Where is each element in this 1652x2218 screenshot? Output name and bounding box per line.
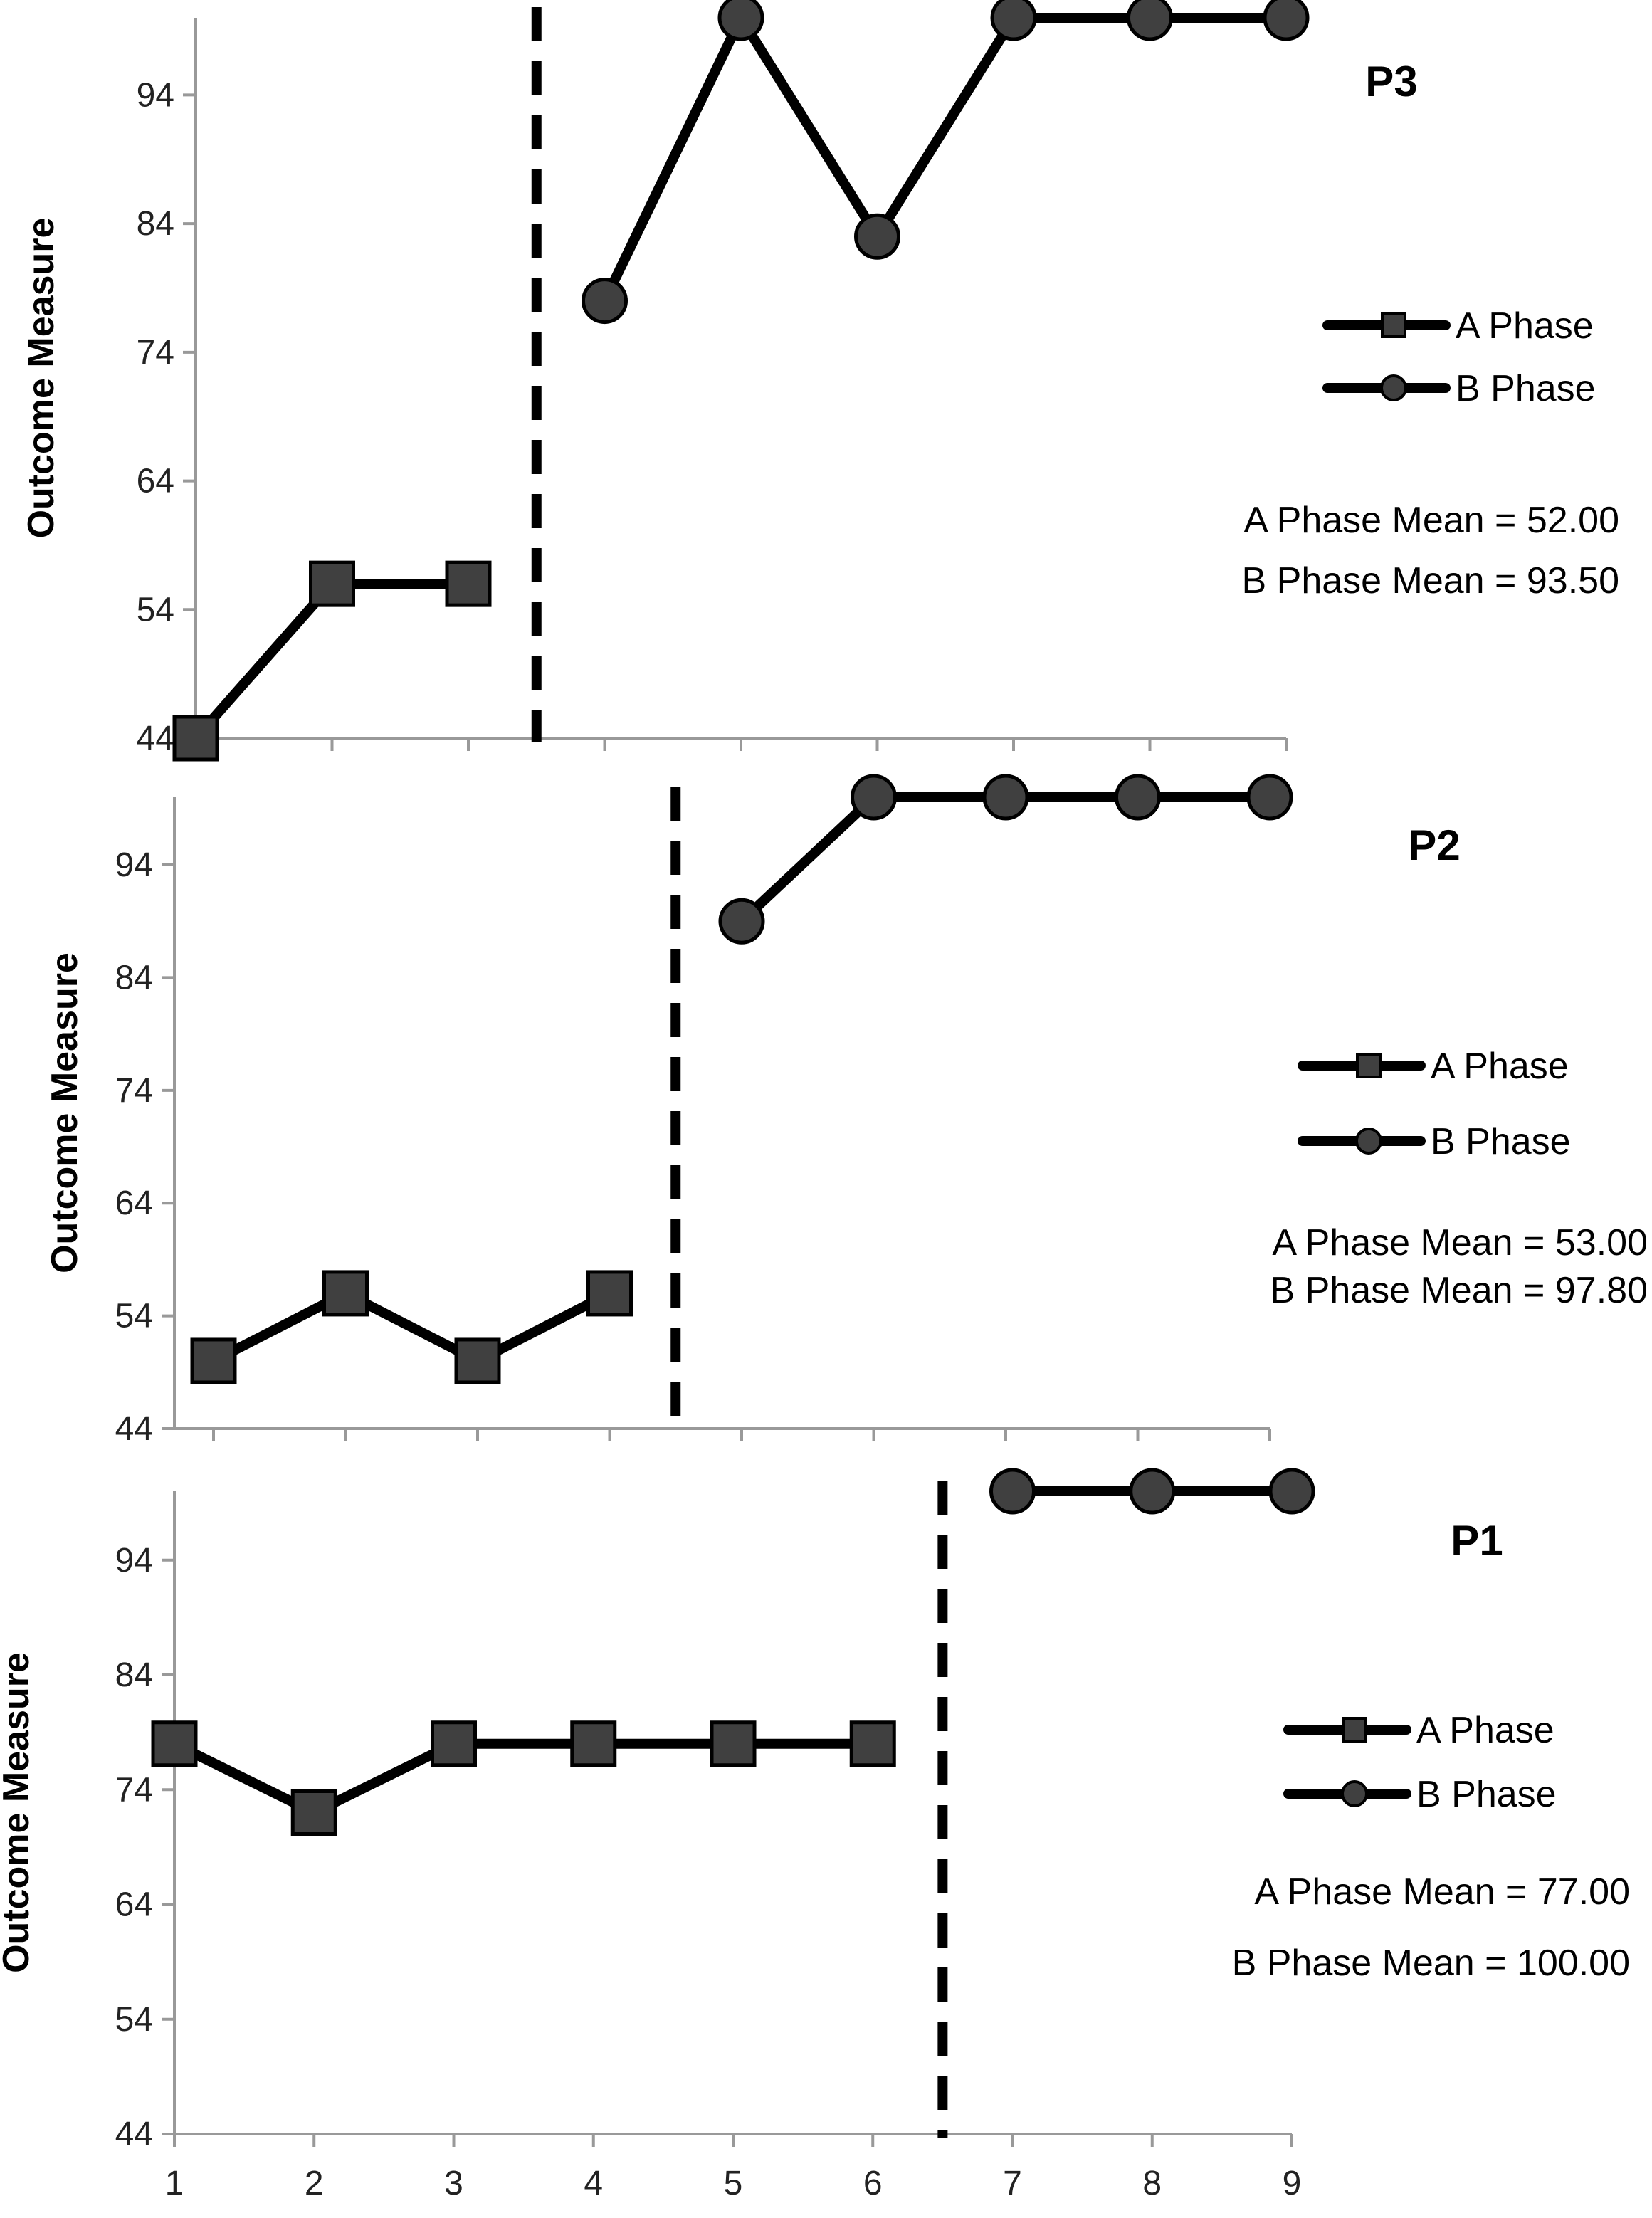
- y-tick-label: 84: [115, 1656, 153, 1694]
- y-tick-label: 84: [137, 205, 174, 243]
- x-tick-label: 3: [444, 2165, 463, 2202]
- data-point-b: [1115, 774, 1161, 821]
- y-tick-label: 44: [137, 720, 174, 757]
- y-tick-label: 74: [115, 1771, 153, 1809]
- panel-p2: 44 54 64 74 84 94 Outcome Measure P2 A Phase B Ph…: [44, 774, 1648, 1448]
- x-tick-label: 4: [584, 2165, 603, 2202]
- legend-square-marker: [1356, 1053, 1382, 1078]
- series-line-b-phase: [600, 13, 1286, 303]
- series-line-a-phase: [172, 1738, 873, 1818]
- x-tick-label: 9: [1283, 2165, 1302, 2202]
- legend-square-marker: [1381, 312, 1406, 338]
- data-point-a: [849, 1720, 896, 1767]
- y-tick-label: 74: [137, 334, 174, 372]
- x-tick-label: 7: [1003, 2165, 1022, 2202]
- data-point-a: [309, 560, 355, 607]
- legend-entry: A Phase: [1283, 1710, 1554, 1751]
- data-point-a: [190, 1337, 237, 1384]
- x-tick-label: 8: [1142, 2165, 1162, 2202]
- legend-circle-marker: [1355, 1128, 1382, 1155]
- data-point-b: [1268, 1468, 1315, 1515]
- y-tick-label: 64: [115, 1886, 153, 1924]
- y-tick-label: 64: [137, 463, 174, 500]
- y-tick-label: 94: [115, 1542, 153, 1580]
- data-point-a: [710, 1720, 757, 1767]
- y-tick-label: 94: [115, 846, 153, 884]
- data-point-a: [431, 1720, 477, 1767]
- legend-label: B Phase: [1431, 1121, 1571, 1162]
- y-tick-label: 84: [115, 959, 153, 997]
- y-tick-label: 44: [115, 1410, 153, 1448]
- series-line-a-phase: [211, 1288, 612, 1366]
- phase-mean-annotation: A Phase Mean = 53.00: [1272, 1222, 1648, 1263]
- data-point-b: [1129, 1468, 1176, 1515]
- y-tick-label: 64: [115, 1184, 153, 1222]
- data-point-b: [989, 1468, 1036, 1515]
- panel-title: P1: [1451, 1517, 1503, 1565]
- data-point-a: [445, 560, 492, 607]
- legend-entry: B Phase: [1298, 1121, 1571, 1162]
- data-point-b: [1246, 774, 1293, 821]
- x-tick-label: 2: [305, 2165, 324, 2202]
- phase-mean-annotation: B Phase Mean = 93.50: [1242, 560, 1620, 601]
- data-point-a: [151, 1720, 198, 1767]
- data-point-b: [982, 774, 1029, 821]
- legend-square-marker: [1342, 1717, 1367, 1743]
- series-line-a-phase: [191, 579, 468, 742]
- legend-entry: A Phase: [1298, 1046, 1569, 1087]
- data-point-b: [718, 898, 765, 945]
- data-point-b: [851, 774, 897, 821]
- phase-mean-annotation: B Phase Mean = 100.00: [1232, 1943, 1630, 1984]
- legend-entry: B Phase: [1283, 1774, 1557, 1815]
- panel-title: P3: [1365, 58, 1417, 105]
- data-point-a: [322, 1270, 369, 1317]
- data-point-a: [454, 1337, 501, 1384]
- x-tick-label: 6: [863, 2165, 883, 2202]
- legend-label: A Phase: [1416, 1710, 1554, 1751]
- y-axis-label: Outcome Measure: [0, 1652, 37, 1973]
- legend-label: B Phase: [1456, 368, 1596, 409]
- data-point-b: [582, 278, 628, 325]
- legend-entry: A Phase: [1322, 305, 1594, 347]
- legend-label: A Phase: [1431, 1046, 1569, 1087]
- legend-circle-marker: [1341, 1780, 1368, 1807]
- data-point-a: [290, 1789, 337, 1836]
- y-tick-label: 54: [115, 1298, 153, 1335]
- legend-label: B Phase: [1416, 1774, 1557, 1815]
- x-tick-label: 1: [165, 2165, 184, 2202]
- data-point-b: [990, 0, 1037, 41]
- panel-p1: 44 54 64 74 84 94 1 2 3 4 5 6 7 8 9 Outcome Measure P1 A …: [0, 1468, 1630, 2202]
- y-tick-label: 54: [137, 591, 174, 629]
- phase-mean-annotation: A Phase Mean = 52.00: [1243, 500, 1619, 541]
- panel-p3: 44 54 64 74 84 94 Outcome Measure P3 A Phase B Ph…: [21, 0, 1620, 762]
- x-tick-label: 5: [724, 2165, 743, 2202]
- data-point-a: [586, 1270, 633, 1317]
- phase-mean-annotation: B Phase Mean = 97.80: [1270, 1270, 1648, 1311]
- data-point-a: [570, 1720, 617, 1767]
- data-point-b: [1263, 0, 1310, 41]
- y-axis-label: Outcome Measure: [21, 218, 62, 539]
- y-tick-label: 94: [137, 76, 174, 114]
- y-tick-label: 44: [115, 2115, 153, 2153]
- phase-mean-annotation: A Phase Mean = 77.00: [1254, 1871, 1630, 1913]
- y-tick-label: 74: [115, 1072, 153, 1110]
- y-axis-label: Outcome Measure: [44, 952, 85, 1273]
- data-point-b: [717, 0, 764, 41]
- data-point-b: [854, 213, 900, 260]
- data-point-a: [172, 715, 219, 762]
- legend-label: A Phase: [1456, 305, 1594, 347]
- y-tick-label: 54: [115, 2001, 153, 2039]
- panel-title: P2: [1408, 821, 1460, 869]
- legend-circle-marker: [1380, 374, 1407, 401]
- data-point-b: [1127, 0, 1173, 41]
- legend-entry: B Phase: [1322, 368, 1596, 409]
